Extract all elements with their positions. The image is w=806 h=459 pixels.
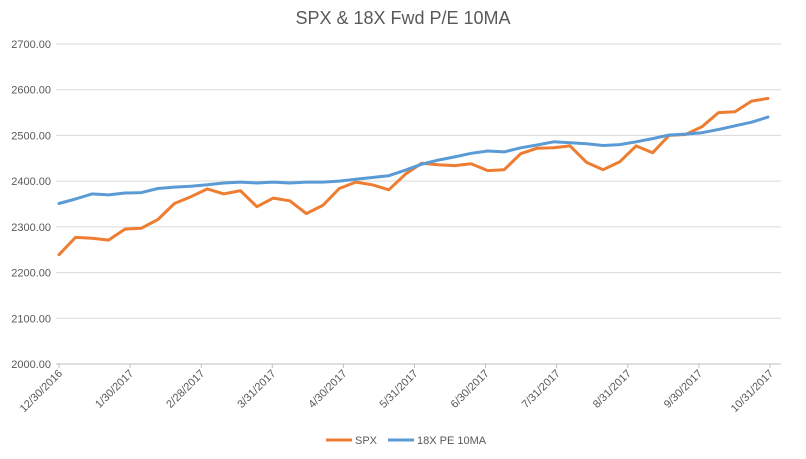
y-tick-label: 2100.00 — [11, 313, 51, 325]
y-tick-label: 2500.00 — [11, 130, 51, 142]
x-tick-label: 6/30/2017 — [449, 368, 492, 411]
y-axis-tick-labels: 2000.00 2100.00 2200.00 2300.00 2400.00 2500.… — [11, 39, 51, 371]
gridlines — [56, 43, 781, 365]
legend: SPX 18X PE 10MA — [326, 435, 487, 447]
series-line-spx — [57, 96, 770, 257]
chart-title: SPX & 18X Fwd P/E 10MA — [295, 8, 510, 28]
x-tick-label: 1/30/2017 — [93, 368, 136, 411]
x-tick-label: 10/31/2017 — [729, 368, 776, 415]
legend-label: 18X PE 10MA — [417, 435, 487, 447]
legend-label: SPX — [355, 435, 378, 447]
x-tick-label: 3/31/2017 — [235, 368, 278, 411]
x-tick-label: 7/31/2017 — [520, 368, 563, 411]
y-tick-label: 2400.00 — [11, 176, 51, 188]
x-tick-label: 9/30/2017 — [662, 368, 705, 411]
x-tick-label: 2/28/2017 — [164, 368, 207, 411]
series-line-18x-pe-10ma — [57, 115, 770, 205]
y-tick-label: 2000.00 — [11, 359, 51, 371]
x-tick-label: 5/31/2017 — [378, 368, 421, 411]
x-tick-label: 4/30/2017 — [306, 368, 349, 411]
y-tick-label: 2200.00 — [11, 268, 51, 280]
y-tick-label: 2700.00 — [11, 39, 51, 51]
series-lines — [57, 96, 770, 257]
x-axis-tick-labels: 12/30/2016 1/30/2017 2/28/2017 3/31/2017 4/3… — [18, 364, 776, 415]
y-tick-label: 2300.00 — [11, 222, 51, 234]
y-tick-label: 2600.00 — [11, 85, 51, 97]
x-tick-label: 8/31/2017 — [591, 368, 634, 411]
x-tick-label: 12/30/2016 — [18, 368, 65, 415]
